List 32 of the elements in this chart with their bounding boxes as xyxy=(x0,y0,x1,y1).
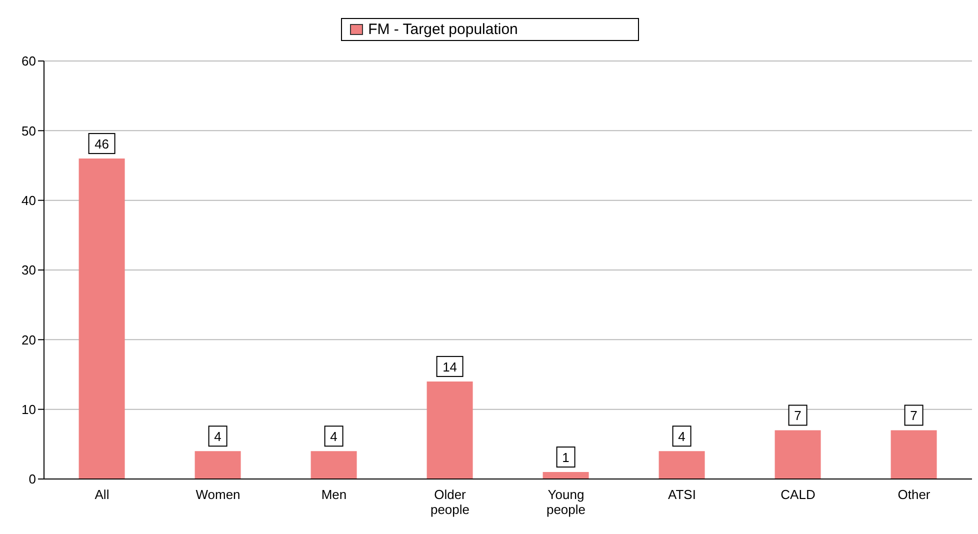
y-tick-label: 20 xyxy=(22,332,36,348)
x-tick-label: All xyxy=(94,487,110,502)
bar xyxy=(426,381,473,479)
x-tick-label: Women xyxy=(196,487,240,502)
bar xyxy=(890,430,937,479)
bar xyxy=(658,451,705,479)
data-label: 7 xyxy=(794,408,802,424)
y-tick-label: 60 xyxy=(22,54,36,69)
bar xyxy=(542,472,589,479)
x-tick-label: Older people xyxy=(430,487,470,517)
data-label: 46 xyxy=(94,136,110,152)
y-tick-label: 10 xyxy=(22,402,36,417)
data-label: 7 xyxy=(910,408,918,424)
bar xyxy=(194,451,241,479)
x-tick-label: Other xyxy=(898,487,931,502)
bar xyxy=(310,451,357,479)
x-tick-label: Men xyxy=(321,487,347,502)
data-label: 1 xyxy=(562,450,570,466)
legend-label: FM - Target population xyxy=(341,18,639,41)
y-tick-label: 0 xyxy=(28,472,36,487)
bar xyxy=(78,158,125,479)
bar xyxy=(774,430,821,479)
data-label: 4 xyxy=(330,429,338,444)
y-tick-label: 30 xyxy=(22,262,36,278)
data-label: 4 xyxy=(678,429,686,444)
data-label: 14 xyxy=(442,359,458,374)
y-tick-label: 40 xyxy=(22,192,36,208)
y-tick-label: 50 xyxy=(22,123,36,138)
data-label: 4 xyxy=(214,429,222,444)
x-tick-label: CALD xyxy=(780,487,816,502)
x-tick-label: ATSI xyxy=(668,487,696,502)
x-tick-label: Young people xyxy=(546,487,586,517)
